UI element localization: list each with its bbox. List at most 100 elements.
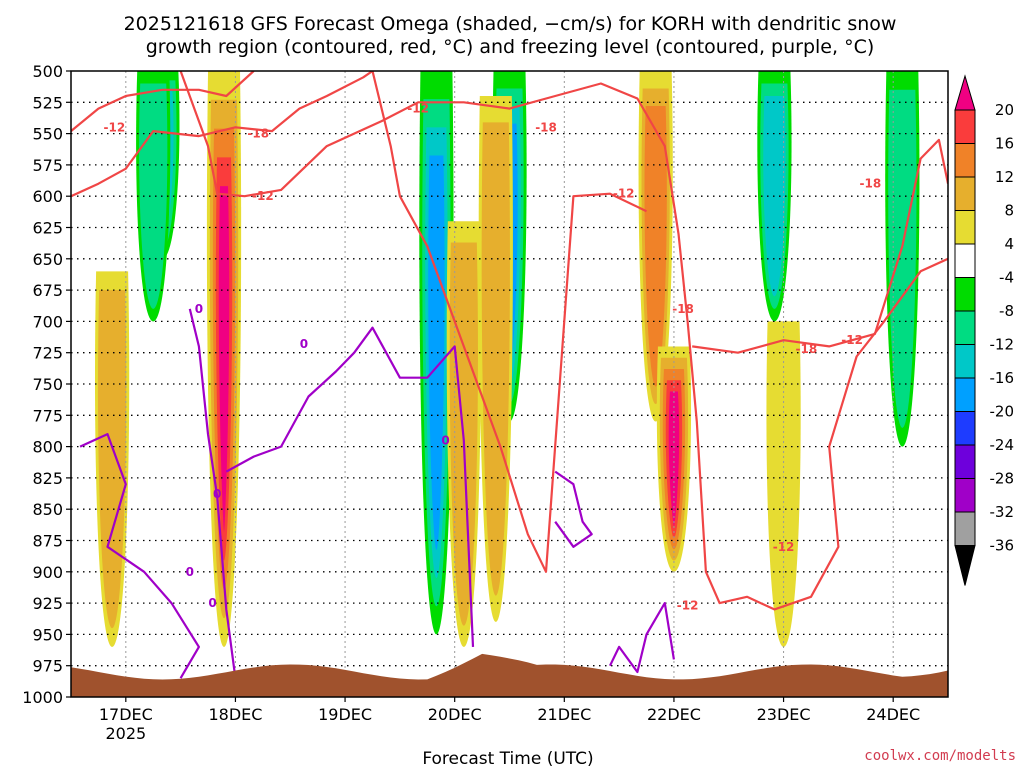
x-tick-label: 20DEC <box>428 705 482 724</box>
y-tick-label: 700 <box>32 312 63 331</box>
x-tick-label: 19DEC <box>318 705 372 724</box>
omega-band <box>481 122 510 596</box>
contour-m12-mid <box>371 71 647 573</box>
omega-band <box>766 321 801 647</box>
omega-feature <box>656 346 692 572</box>
contour-m12-upper <box>71 71 255 132</box>
omega-band <box>644 106 667 387</box>
freezing-contour-1 <box>79 433 200 679</box>
colorbar-segment <box>954 377 976 412</box>
purple-contour-label: 0 <box>441 433 449 447</box>
colorbar-segment <box>954 444 976 479</box>
y-tick-label: 850 <box>32 500 63 519</box>
red-contour-label: -18 <box>535 120 557 134</box>
purple-contour-label: 0 <box>186 565 194 579</box>
colorbar-segment <box>954 344 976 379</box>
omega-feature <box>766 321 801 647</box>
y-tick-label: 500 <box>32 62 63 81</box>
colorbar-segment <box>954 545 976 586</box>
colorbar: -36 -32 -28 -24 -20 -16 -12 -8 -4 4 8 12 16 20 <box>954 74 1015 586</box>
red-contour-label: -12 <box>613 187 635 201</box>
x-axis-label: Forecast Time (UTC) <box>422 749 593 768</box>
colorbar-tick-label: -12 <box>990 336 1015 354</box>
y-tick-label: 600 <box>32 187 63 206</box>
red-contour-label: -12 <box>677 599 699 613</box>
chart-title-line-2: growth region (contoured, red, °C) and f… <box>146 36 875 58</box>
colorbar-segment <box>954 143 976 178</box>
colorbar-tick-label: -28 <box>990 470 1015 488</box>
y-tick-label: 900 <box>32 563 63 582</box>
chart-title-line-1: 2025121618 GFS Forecast Omega (shaded, −… <box>124 13 897 35</box>
purple-contour-label: 0 <box>208 596 216 610</box>
red-contour-label: -12 <box>252 189 274 203</box>
x-tick-label: 22DEC <box>647 705 701 724</box>
omega-band <box>218 186 230 532</box>
omega-feature <box>206 71 242 647</box>
y-tick-label: 650 <box>32 250 63 269</box>
colorbar-segment <box>954 243 976 278</box>
y-tick-label: 675 <box>32 281 63 300</box>
y-tick-label: 800 <box>32 438 63 457</box>
red-contour-label: -18 <box>247 127 269 141</box>
colorbar-tick-label: -20 <box>990 403 1015 421</box>
y-tick-label: 550 <box>32 125 63 144</box>
colorbar-segment <box>954 310 976 345</box>
contour-m12-main <box>179 71 948 611</box>
red-contour-label: -18 <box>672 302 694 316</box>
omega-band <box>428 155 445 550</box>
contour-m18-right <box>692 138 948 354</box>
red-contour-label: -12 <box>104 120 126 134</box>
x-tick-label: 17DEC <box>99 705 153 724</box>
colorbar-segment <box>954 277 976 312</box>
colorbar-segment <box>954 74 976 111</box>
y-tick-label: 875 <box>32 532 63 551</box>
terrain-fill <box>71 653 948 697</box>
freezing-contour-5 <box>554 470 593 548</box>
y-axis: 500 525 550 575 600 625 650 675 700 725 750 775 800 8… <box>22 62 71 707</box>
x-tick-label: 24DEC <box>866 705 920 724</box>
y-tick-label: 575 <box>32 156 63 175</box>
y-tick-label: 750 <box>32 375 63 394</box>
red-contour-label: -12 <box>407 102 429 116</box>
colorbar-tick-label: -36 <box>990 537 1015 555</box>
colorbar-segment <box>954 511 976 546</box>
x-tick-label: 21DEC <box>537 705 591 724</box>
omega-feature <box>419 71 454 635</box>
y-tick-label: 825 <box>32 469 63 488</box>
colorbar-tick-label: 8 <box>1004 202 1014 220</box>
colorbar-tick-label: -4 <box>999 269 1014 287</box>
colorbar-segment <box>954 176 976 211</box>
colorbar-tick-label: -8 <box>999 302 1014 320</box>
red-contour-label: -18 <box>860 177 882 191</box>
y-tick-label: 925 <box>32 594 63 613</box>
freezing-contour-4 <box>609 602 675 674</box>
dendritic-growth-contours <box>71 71 948 611</box>
contour-m18 <box>71 71 374 198</box>
purple-contour-label: 0 <box>300 337 308 351</box>
contour-labels: -12 -18 -12 -12 -18 -12 -18 -18 -12 -12 -18 -12 0 0 0 0… <box>104 102 882 613</box>
red-contour-label: -18 <box>796 342 818 356</box>
colorbar-tick-label: 4 <box>1004 235 1014 253</box>
y-tick-label: 950 <box>32 625 63 644</box>
colorbar-tick-label: -24 <box>990 436 1015 454</box>
red-contour-label: -12 <box>841 333 863 347</box>
y-tick-label: 975 <box>32 657 63 676</box>
omega-band <box>97 290 127 629</box>
y-tick-label: 725 <box>32 344 63 363</box>
freezing-contour-3 <box>225 326 475 647</box>
credit-text: coolwx.com/modelts <box>864 748 1016 764</box>
omega-feature <box>638 71 673 422</box>
purple-contour-label: 0 <box>195 302 203 316</box>
purple-contour-label: 0 <box>213 487 221 501</box>
freezing-contour-2 <box>188 308 237 679</box>
omega-band <box>668 391 680 527</box>
y-tick-label: 775 <box>32 406 63 425</box>
red-contour-label: -12 <box>773 540 795 554</box>
colorbar-tick-label: -32 <box>990 503 1015 521</box>
omega-feature <box>94 271 130 647</box>
colorbar-segment <box>954 109 976 144</box>
colorbar-tick-label: 12 <box>995 168 1014 186</box>
colorbar-segment <box>954 411 976 446</box>
